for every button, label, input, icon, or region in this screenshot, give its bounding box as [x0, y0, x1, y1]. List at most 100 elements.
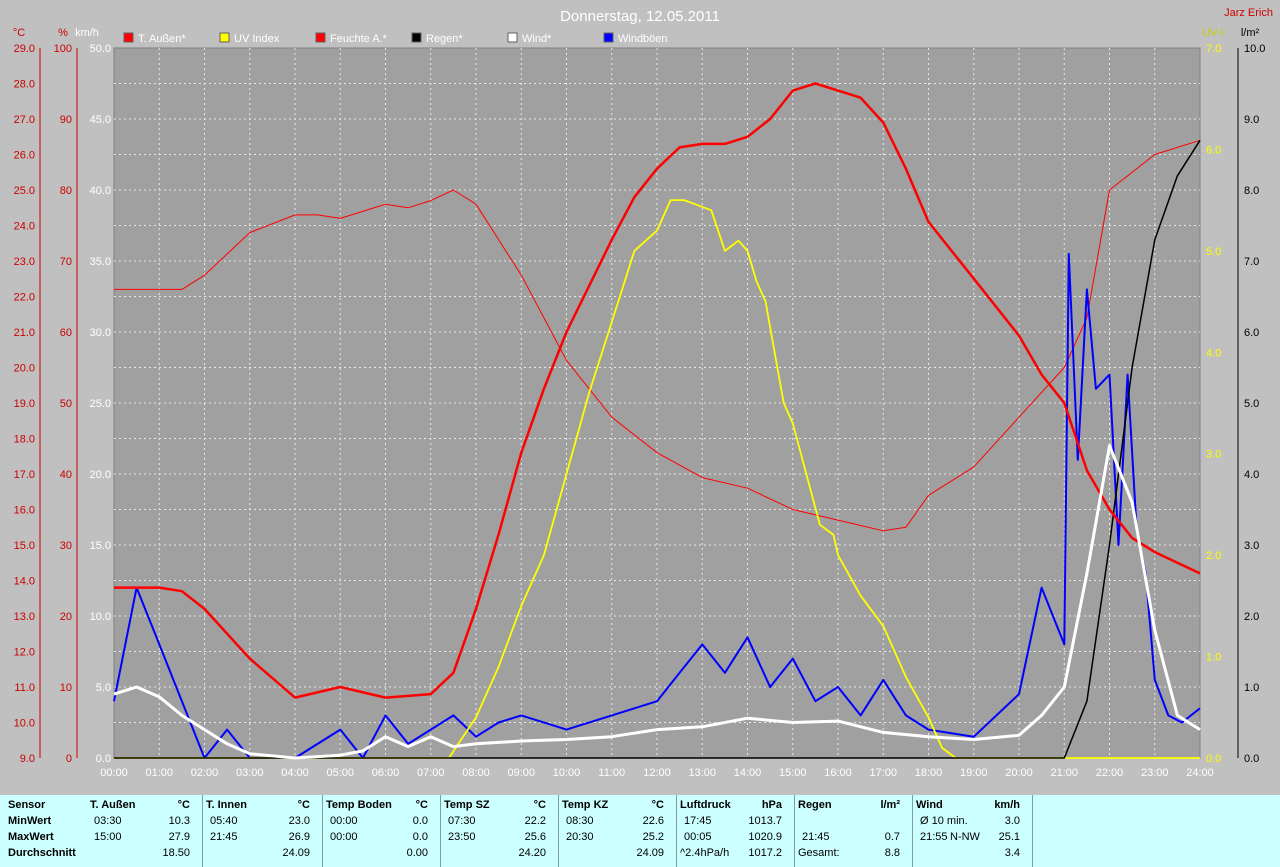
x-tick-label: 02:00 [191, 767, 219, 779]
temp-tick-label: 12.0 [14, 647, 35, 659]
rain-tick-label: 8.0 [1244, 185, 1259, 197]
x-tick-label: 04:00 [281, 767, 309, 779]
series-line [114, 82, 1201, 699]
max-time: 15:00 [94, 831, 122, 843]
x-tick-label: 07:00 [417, 767, 445, 779]
rain-tick-label: 7.0 [1244, 256, 1259, 268]
min-time: 03:30 [94, 815, 122, 827]
group-name: Temp KZ [562, 799, 609, 811]
row-label: Sensor [8, 799, 46, 811]
humidity-tick-label: 80 [60, 185, 72, 197]
temp-tick-label: 18.0 [14, 434, 35, 446]
max-time: 21:55 [920, 831, 948, 843]
temp-tick-label: 29.0 [14, 43, 35, 55]
avg-value: 24.09 [636, 847, 664, 859]
group-unit: hPa [761, 799, 782, 811]
rain-tick-label: 6.0 [1244, 327, 1259, 339]
wind-tick-label: 45.0 [90, 114, 111, 126]
statistics-table: Sensor MinWert MaxWert Durchschnitt T. Außen… [0, 795, 1280, 867]
rain-tick-label: 0.0 [1244, 753, 1259, 765]
group-unit: °C [533, 799, 546, 811]
max-value: 25.6 [524, 831, 546, 843]
min-value: 1013.7 [748, 815, 782, 827]
x-tick-label: 15:00 [779, 767, 807, 779]
uv-tick-label: 4.0 [1206, 347, 1221, 359]
min-value: 22.6 [642, 815, 664, 827]
x-tick-label: 06:00 [372, 767, 400, 779]
group-name: T. Innen [206, 799, 247, 811]
humidity-tick-label: 40 [60, 469, 72, 481]
row-label: Durchschnitt [8, 847, 76, 859]
max-value: 0.0 [412, 831, 428, 843]
x-tick-label: 23:00 [1141, 767, 1169, 779]
x-tick-label: 19:00 [960, 767, 988, 779]
uv-tick-label: 2.0 [1206, 550, 1221, 562]
rain-tick-label: 9.0 [1244, 114, 1259, 126]
axis-unit-left: °C [13, 27, 25, 39]
chart-title: Donnerstag, 12.05.2011 [560, 8, 720, 25]
legend-swatch [507, 32, 518, 43]
axis-unit-right: l/m² [1241, 27, 1260, 39]
min-time: 07:30 [448, 815, 476, 827]
min-time: Ø 10 min. [920, 815, 968, 827]
avg-value: 24.20 [518, 847, 546, 859]
x-tick-label: 10:00 [553, 767, 581, 779]
stats-group: Regen l/m² 21:45 0.7 Gesamt: 8.8 [794, 795, 913, 867]
axis-unit-left: % [58, 27, 68, 39]
max-time: 00:05 [684, 831, 712, 843]
min-time: 08:30 [566, 815, 594, 827]
max-time: 00:00 [330, 831, 358, 843]
group-name: Luftdruck [680, 799, 731, 811]
humidity-tick-label: 20 [60, 611, 72, 623]
wind-tick-label: 50.0 [90, 43, 111, 55]
x-tick-label: 05:00 [326, 767, 354, 779]
wind-tick-label: 40.0 [90, 185, 111, 197]
humidity-tick-label: 0 [66, 753, 72, 765]
uv-tick-label: 3.0 [1206, 449, 1221, 461]
uv-tick-label: 6.0 [1206, 144, 1221, 156]
min-value: 10.3 [168, 815, 190, 827]
wind-tick-label: 20.0 [90, 469, 111, 481]
group-unit: km/h [994, 799, 1020, 811]
stats-group: T. Innen °C 05:40 23.0 21:45 26.9 24.09 [202, 795, 323, 867]
humidity-tick-label: 10 [60, 682, 72, 694]
group-name: Wind [916, 799, 943, 811]
temp-tick-label: 25.0 [14, 185, 35, 197]
series-line [114, 199, 1200, 759]
legend-label: Feuchte A.* [330, 33, 388, 45]
x-tick-label: 21:00 [1050, 767, 1078, 779]
row-label: MaxWert [8, 831, 54, 843]
max-value: 25.2 [642, 831, 664, 843]
wind-tick-label: 25.0 [90, 398, 111, 410]
temp-tick-label: 26.0 [14, 150, 35, 162]
x-tick-label: 22:00 [1096, 767, 1124, 779]
temp-tick-label: 11.0 [14, 682, 35, 694]
temp-tick-label: 15.0 [14, 540, 35, 552]
max-time: 23:50 [448, 831, 476, 843]
weather-chart: Donnerstag, 12.05.2011 Jarz Erich T. Auß… [13, 7, 1273, 779]
min-value: 3.0 [1004, 815, 1020, 827]
avg-label: Gesamt: [798, 847, 840, 859]
humidity-tick-label: 70 [60, 256, 72, 268]
temp-tick-label: 19.0 [14, 398, 35, 410]
rain-tick-label: 3.0 [1244, 540, 1259, 552]
axis-unit-right: UV-I [1202, 27, 1223, 39]
min-time: 17:45 [684, 815, 712, 827]
avg-value: 24.09 [282, 847, 310, 859]
wind-tick-label: 5.0 [96, 682, 111, 694]
x-tick-label: 08:00 [462, 767, 490, 779]
series-line [113, 444, 1201, 760]
x-tick-label: 01:00 [145, 767, 173, 779]
max-value: 1020.9 [748, 831, 782, 843]
max-direction: N-NW [950, 831, 980, 843]
stats-group: Temp KZ °C 08:30 22.6 20:30 25.2 24.09 [558, 795, 677, 867]
legend-label: Wind* [522, 33, 552, 45]
rain-tick-label: 5.0 [1244, 398, 1259, 410]
temp-tick-label: 14.0 [14, 576, 35, 588]
x-tick-label: 13:00 [688, 767, 716, 779]
uv-tick-label: 5.0 [1206, 246, 1221, 258]
avg-value: 1017.2 [748, 847, 782, 859]
legend-label: Regen* [426, 33, 463, 45]
temp-tick-label: 22.0 [14, 292, 35, 304]
axes: °C% km/h UV-I l/m² 29.0 28.0 27.0 26.0 25.0 24.0 2… [13, 27, 1266, 779]
